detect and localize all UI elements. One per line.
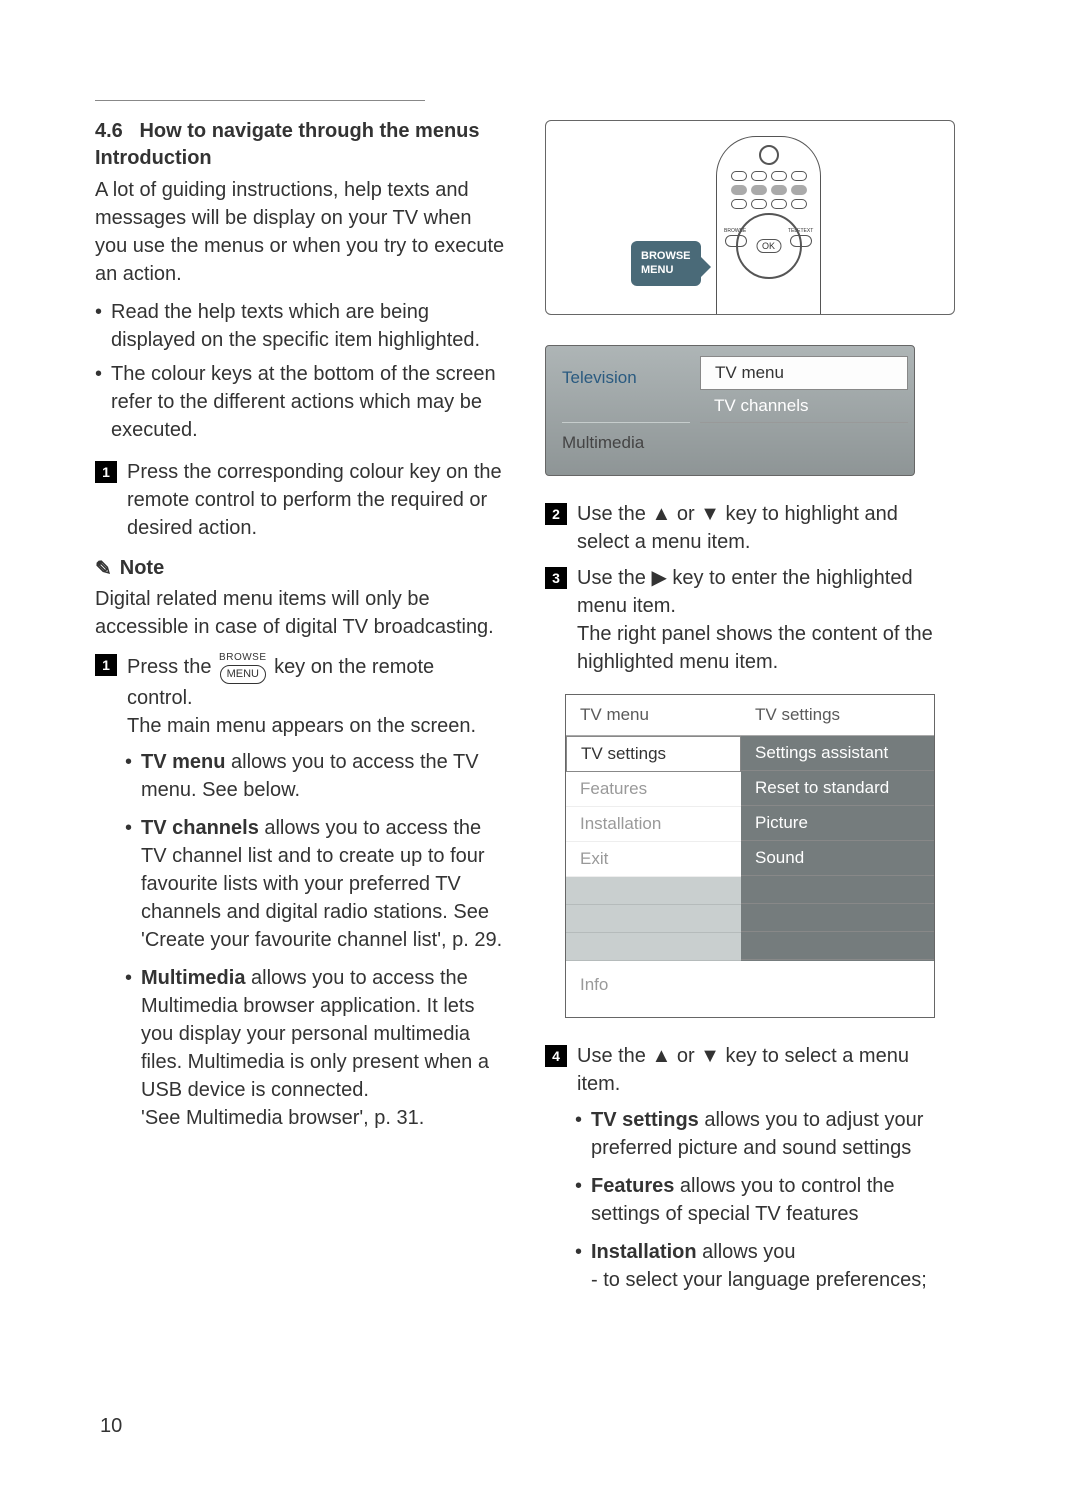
step-text: Press the BROWSE MENU key on the remote … xyxy=(127,651,505,740)
step4-bullets: TV settings allows you to adjust your pr… xyxy=(575,1106,955,1294)
step-number-icon: 1 xyxy=(95,654,117,676)
tvmenu-header-left: TV menu xyxy=(566,695,741,735)
step-1b: 1 Press the BROWSE MENU key on the remot… xyxy=(95,651,505,740)
step-number-icon: 3 xyxy=(545,567,567,589)
step-prefix: Press the xyxy=(127,656,217,678)
step-text: Use the ▲ or ▼ key to highlight and sele… xyxy=(577,500,955,556)
remote-illustration: BROWSE MENU xyxy=(545,120,955,315)
bullet-bold: Installation xyxy=(591,1241,697,1263)
bullet-bold: Features xyxy=(591,1175,674,1197)
main-menu-bullet: TV channels allows you to access the TV … xyxy=(141,814,505,954)
note-text: Digital related menu items will only be … xyxy=(95,585,505,641)
step-number-icon: 2 xyxy=(545,503,567,525)
tvmenu-header: TV menu TV settings xyxy=(566,695,934,736)
step4-bullet: TV settings allows you to adjust your pr… xyxy=(591,1106,955,1162)
intro-bullet: Read the help texts which are being disp… xyxy=(111,298,505,354)
tvmenu-row: TV settings xyxy=(566,736,741,772)
tvmenu-row: Exit xyxy=(566,842,741,877)
right-column: BROWSE MENU Television Multimedia TV men… xyxy=(545,120,955,1304)
intro-heading: Introduction xyxy=(95,147,505,170)
step-text: Use the ▶ key to enter the highlighted m… xyxy=(577,564,955,676)
browse-menu-callout: BROWSE MENU xyxy=(631,241,701,286)
menu-item-tvchannels: TV channels xyxy=(700,390,908,423)
bullet-bold: TV menu xyxy=(141,751,225,773)
menu-item-tvmenu: TV menu xyxy=(700,356,908,390)
note-icon: ✎ xyxy=(95,556,112,581)
bullet-bold: Multimedia xyxy=(141,967,245,989)
step-3: 3 Use the ▶ key to enter the highlighted… xyxy=(545,564,955,676)
note-heading: ✎ Note xyxy=(95,556,505,581)
main-menu-screenshot: Television Multimedia TV menu TV channel… xyxy=(545,345,915,476)
left-column: 4.6 How to navigate through the menus In… xyxy=(95,120,505,1304)
header-rule xyxy=(95,100,425,101)
callout-line1: BROWSE xyxy=(641,250,691,262)
step-text: Press the corresponding colour key on th… xyxy=(127,458,505,542)
step4-bullet: Installation allows you - to select your… xyxy=(591,1238,955,1294)
tvmenu-left-pane: TV settings Features Installation Exit xyxy=(566,736,741,961)
tvmenu-row: Picture xyxy=(741,806,934,841)
menu-item-multimedia: Multimedia xyxy=(562,422,690,461)
nav-ring-icon xyxy=(736,213,802,279)
bullet-bold: TV settings xyxy=(591,1109,699,1131)
menu-left-pane: Television Multimedia xyxy=(552,352,700,469)
step4-bullet: Features allows you to control the setti… xyxy=(591,1172,955,1228)
tvmenu-right-pane: Settings assistant Reset to standard Pic… xyxy=(741,736,934,961)
multimedia-ref: 'See Multimedia browser', p. 31. xyxy=(141,1107,424,1129)
main-menu-bullet: TV menu allows you to access the TV menu… xyxy=(141,748,505,804)
menu-item-television: Television xyxy=(562,360,690,396)
remote-body xyxy=(716,136,821,315)
section-heading: 4.6 How to navigate through the menus xyxy=(95,120,505,143)
page-number: 10 xyxy=(100,1415,122,1438)
menu-right-pane: TV menu TV channels xyxy=(700,352,908,469)
browse-key-label: MENU xyxy=(220,665,266,684)
bullet-text: allows you xyxy=(697,1241,796,1263)
step-line2: The main menu appears on the screen. xyxy=(127,715,476,737)
bullet-bold: TV channels xyxy=(141,817,259,839)
main-menu-bullet: Multimedia allows you to access the Mult… xyxy=(141,964,505,1132)
power-icon xyxy=(759,145,779,165)
section-number: 4.6 xyxy=(95,120,123,142)
tvmenu-row: Installation xyxy=(566,807,741,842)
page-content: 4.6 How to navigate through the menus In… xyxy=(0,0,1080,1364)
section-title: How to navigate through the menus xyxy=(139,120,479,142)
tv-menu-screenshot: TV menu TV settings TV settings Features… xyxy=(565,694,935,1018)
tvmenu-row: Settings assistant xyxy=(741,736,934,771)
browse-menu-key-icon: BROWSE MENU xyxy=(219,651,266,684)
tvmenu-row: Reset to standard xyxy=(741,771,934,806)
tvmenu-row: Features xyxy=(566,772,741,807)
intro-paragraph: A lot of guiding instructions, help text… xyxy=(95,176,505,288)
tvmenu-row: Sound xyxy=(741,841,934,876)
step-number-icon: 4 xyxy=(545,1045,567,1067)
note-label: Note xyxy=(120,557,164,580)
tvmenu-info: Info xyxy=(566,961,934,1017)
step-4: 4 Use the ▲ or ▼ key to select a menu it… xyxy=(545,1042,955,1098)
step3-line2: The right panel shows the content of the… xyxy=(577,623,933,673)
step-1-left: 1 Press the corresponding colour key on … xyxy=(95,458,505,542)
main-menu-bullets: TV menu allows you to access the TV menu… xyxy=(125,748,505,1132)
browse-key-top: BROWSE xyxy=(219,651,266,665)
callout-line2: MENU xyxy=(641,264,673,276)
bullet-dash: - to select your language preferences; xyxy=(591,1269,927,1291)
step3-line1: Use the ▶ key to enter the highlighted m… xyxy=(577,567,913,617)
intro-bullets: Read the help texts which are being disp… xyxy=(95,298,505,444)
step-text: Use the ▲ or ▼ key to select a menu item… xyxy=(577,1042,955,1098)
intro-bullet: The colour keys at the bottom of the scr… xyxy=(111,360,505,444)
step-2: 2 Use the ▲ or ▼ key to highlight and se… xyxy=(545,500,955,556)
tvmenu-header-right: TV settings xyxy=(741,695,934,735)
step-number-icon: 1 xyxy=(95,461,117,483)
